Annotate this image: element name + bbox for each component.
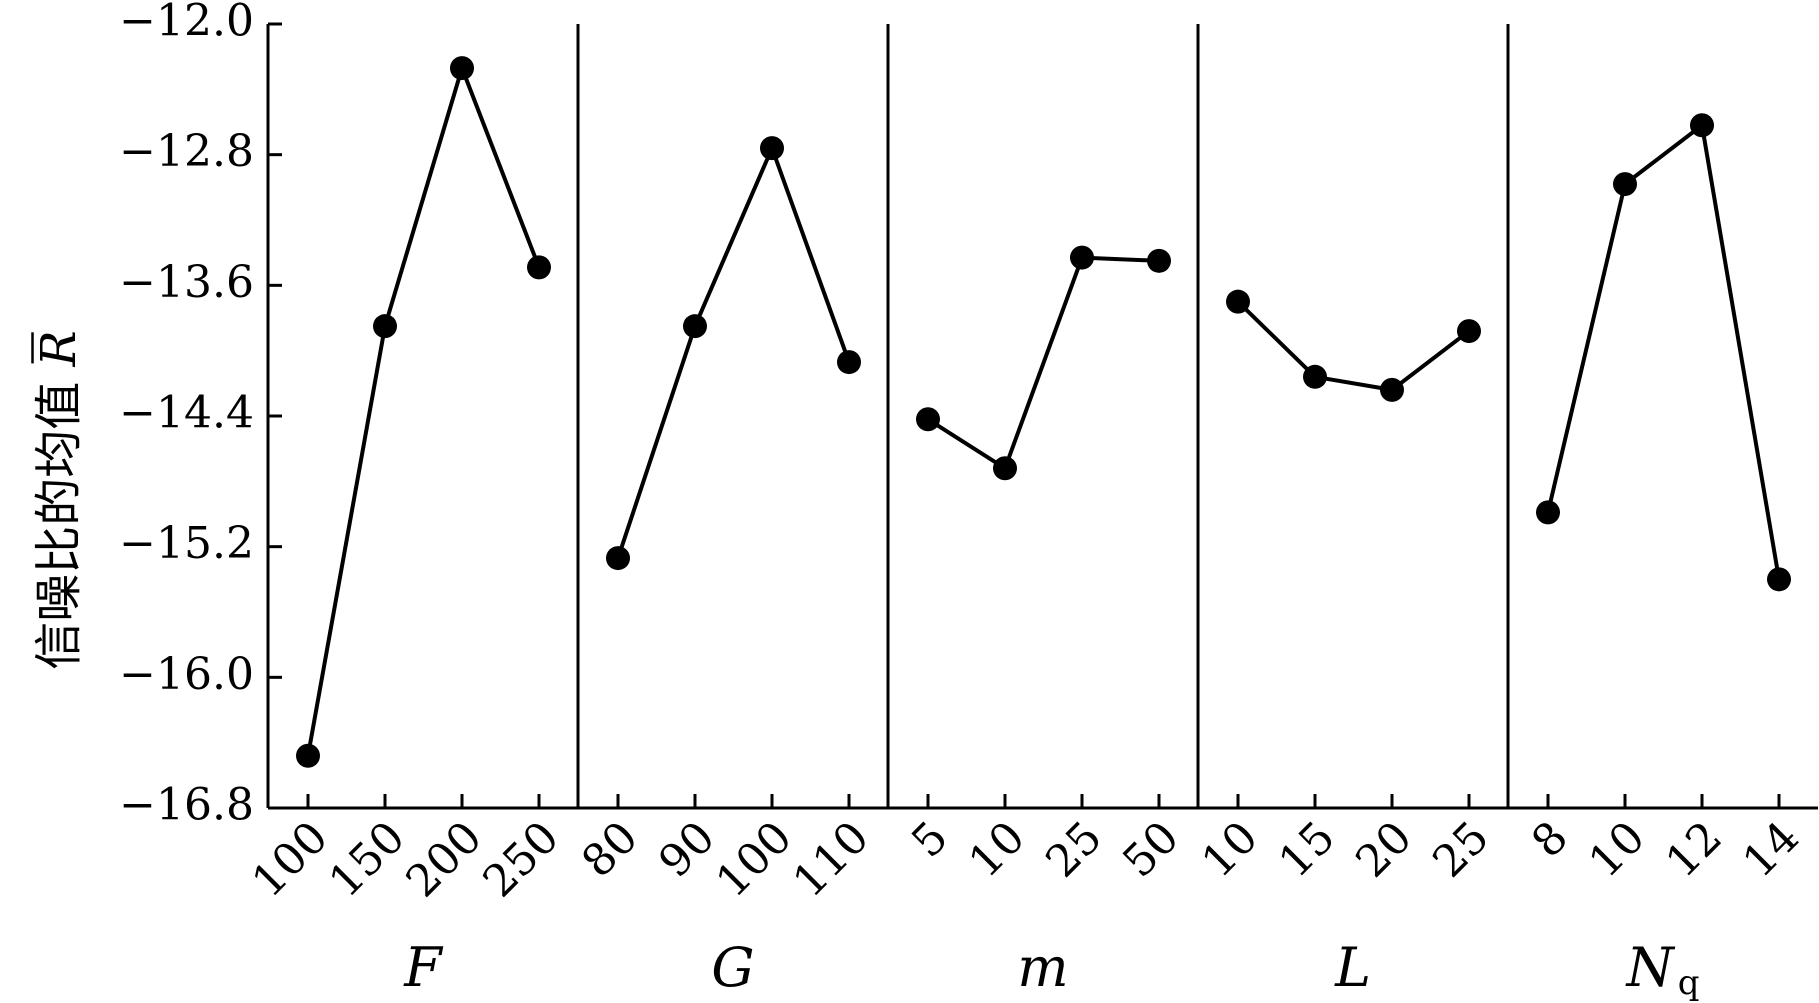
x-axis-label-l: L — [1334, 936, 1371, 999]
data-point — [1147, 248, 1171, 273]
x-tick-label: 10 — [959, 812, 1035, 888]
x-tick-label: 250 — [473, 812, 568, 907]
data-point — [1767, 567, 1791, 592]
series-line-f — [306, 66, 541, 757]
y-tick-label: −14.4 — [119, 388, 254, 439]
y-axis-label-symbol: R — [31, 330, 87, 367]
x-tick-label: 150 — [319, 812, 414, 907]
y-tick-label: −12.8 — [119, 126, 254, 177]
series-line-nq — [1546, 123, 1781, 580]
axes-layer — [266, 24, 1818, 810]
x-tick-label: 200 — [396, 812, 491, 907]
data-point — [1303, 364, 1327, 389]
x-axis-label-text: F — [403, 936, 444, 999]
x-axis-label-m: m — [1017, 936, 1068, 999]
x-tick-label: 15 — [1269, 812, 1345, 888]
data-point — [1380, 377, 1404, 402]
x-tick-label: 12 — [1656, 812, 1732, 888]
x-axis-label-text: N — [1624, 936, 1675, 999]
y-tick-label: −12.0 — [119, 0, 254, 47]
x-tick-label: 14 — [1733, 812, 1809, 888]
x-tick-label: 100 — [242, 812, 337, 907]
x-tick-label: 20 — [1346, 812, 1422, 888]
series-line-l — [1236, 300, 1471, 392]
y-axis-label: 信噪比的均值 R — [31, 330, 88, 669]
x-axis-label-text: G — [711, 936, 754, 999]
data-point — [1536, 500, 1560, 525]
x-axis-label-text: L — [1334, 936, 1371, 999]
series-line-g — [616, 146, 851, 559]
x-tick-label: 80 — [572, 812, 648, 888]
data-point — [993, 456, 1017, 481]
data-point — [1457, 319, 1481, 344]
data-point — [450, 56, 474, 81]
data-point — [527, 255, 551, 280]
data-point — [683, 314, 707, 339]
x-tick-label: 100 — [706, 812, 801, 907]
x-tick-label: 50 — [1113, 812, 1189, 888]
x-tick-label: 10 — [1579, 812, 1655, 888]
data-point — [1690, 113, 1714, 138]
data-point — [916, 407, 940, 432]
series-layer — [296, 56, 1791, 768]
y-tick-label: −13.6 — [119, 257, 254, 308]
x-tick-label: 110 — [783, 812, 878, 907]
x-axis-label-f: F — [403, 936, 444, 999]
x-tick-label: 25 — [1423, 812, 1499, 888]
data-point — [1613, 172, 1637, 197]
x-tick-label: 10 — [1192, 812, 1268, 888]
x-tick-label: 5 — [902, 812, 958, 868]
y-tick-label: −16.0 — [119, 649, 254, 700]
ticks-layer: −12.0−12.8−13.6−14.4−15.2−16.0−16.810015… — [119, 0, 1809, 907]
x-tick-label: 8 — [1522, 812, 1578, 868]
data-point — [760, 136, 784, 161]
data-point — [1226, 289, 1250, 314]
y-axis-label-main: 信噪比的均值 — [31, 366, 87, 669]
data-point — [606, 546, 630, 571]
y-tick-label: −16.8 — [119, 780, 254, 831]
x-axis-label-text: m — [1017, 936, 1068, 999]
data-point — [1070, 245, 1094, 270]
x-tick-label: 25 — [1036, 812, 1112, 888]
data-point — [837, 350, 861, 375]
data-point — [296, 743, 320, 768]
data-point — [373, 314, 397, 339]
y-tick-label: −15.2 — [119, 518, 254, 569]
series-line-m — [926, 255, 1160, 471]
x-axis-label-subscript: q — [1678, 963, 1700, 1003]
x-axis-label-g: G — [711, 936, 754, 999]
